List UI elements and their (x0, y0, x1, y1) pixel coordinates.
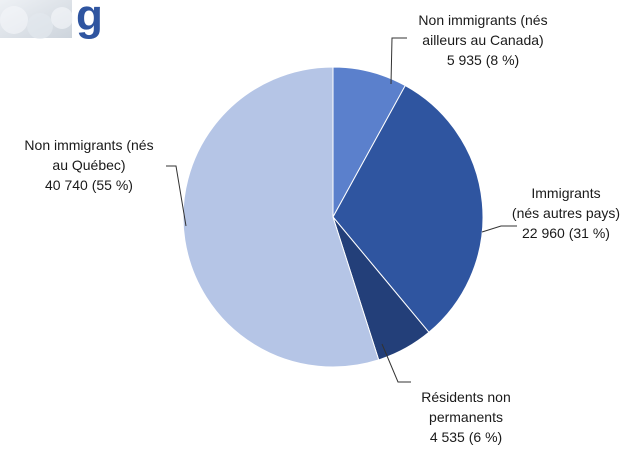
pie-slices (182, 66, 484, 368)
leader-line-1 (390, 37, 407, 85)
slice-label-line: 40 740 (55 %) (45, 177, 133, 193)
slice-label-line: Non immigrants (nés (24, 137, 153, 153)
leader-lines (166, 37, 517, 383)
slice-label-line: (nés autres pays) (512, 205, 620, 221)
slice-label-line: Non immigrants (nés (418, 12, 547, 28)
header-decoration: g (0, 0, 103, 40)
pie-slice-4 (182, 66, 380, 368)
leader-line-4 (166, 165, 187, 227)
slice-labels: Non immigrants (nés ailleurs au Canada) 5 … (24, 12, 620, 445)
page-title-fragment: g (76, 0, 103, 40)
slice-label-line: Immigrants (531, 185, 600, 201)
slice-label-4: Non immigrants (nés au Québec) 40 740 (55 … (24, 137, 153, 193)
slice-label-line: au Québec) (52, 157, 125, 173)
pie-slice-2 (332, 84, 484, 334)
slice-label-line: Résidents non (421, 389, 511, 405)
slice-label-line: 22 960 (31 %) (522, 225, 610, 241)
slice-label-line: 4 535 (6 %) (430, 429, 502, 445)
leader-line-3 (381, 343, 411, 383)
slice-label-3: Résidents non permanents 4 535 (6 %) (421, 389, 511, 445)
slice-label-2: Immigrants (nés autres pays) 22 960 (31 %) (512, 185, 620, 241)
slice-label-1: Non immigrants (nés ailleurs au Canada) 5 … (418, 12, 547, 68)
leader-line-2 (481, 225, 517, 233)
slice-label-line: 5 935 (8 %) (447, 52, 519, 68)
slice-label-line: permanents (429, 409, 503, 425)
slice-label-line: ailleurs au Canada) (422, 32, 543, 48)
